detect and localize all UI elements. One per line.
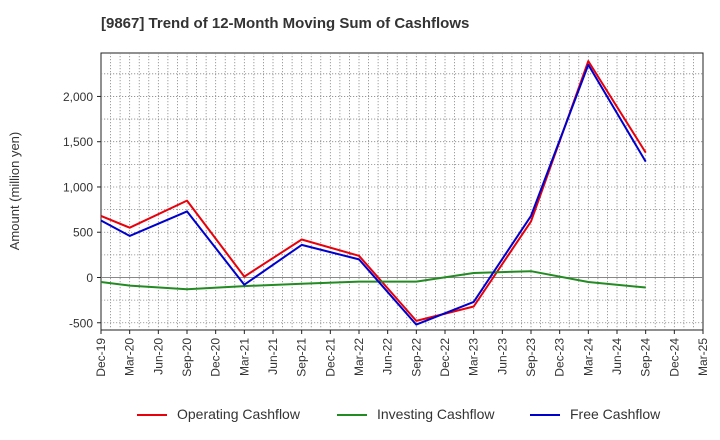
y-tick-label: 1,500 bbox=[63, 135, 93, 149]
series-line-investing-cashflow bbox=[100, 270, 646, 291]
chart-title: [9867] Trend of 12-Month Moving Sum of C… bbox=[101, 15, 470, 32]
x-tick-label: Sep-21 bbox=[295, 338, 309, 377]
y-tick-label: 1,000 bbox=[63, 180, 93, 194]
x-tick-label: Dec-24 bbox=[667, 338, 681, 377]
x-tick-label: Dec-23 bbox=[553, 338, 567, 377]
legend-label: Operating Cashflow bbox=[177, 406, 300, 422]
y-tick-label: 2,000 bbox=[63, 90, 93, 104]
x-tick-label: Mar-23 bbox=[467, 338, 481, 376]
series-line-free-cashflow bbox=[100, 63, 647, 326]
x-tick-label: Jun-21 bbox=[266, 338, 280, 375]
x-tick-label: Mar-25 bbox=[696, 338, 710, 376]
series-lines bbox=[100, 60, 647, 326]
x-tick-label: Mar-21 bbox=[237, 338, 251, 376]
legend-label: Investing Cashflow bbox=[377, 406, 495, 422]
x-tick-label: Mar-20 bbox=[123, 338, 137, 376]
y-axis-label: Amount (million yen) bbox=[7, 132, 22, 251]
chart-area: -500 0 500 1,000 1,500 2,000 Dec-19 Mar-20 Jun-2… bbox=[7, 52, 710, 377]
grid-lines bbox=[101, 53, 703, 330]
x-tick-label: Dec-20 bbox=[209, 338, 223, 377]
x-tick-label: Jun-22 bbox=[381, 338, 395, 375]
x-tick-label: Sep-23 bbox=[524, 338, 538, 377]
x-tick-label: Sep-22 bbox=[409, 338, 423, 377]
x-tick-label: Dec-22 bbox=[438, 338, 452, 377]
x-tick-label: Sep-24 bbox=[639, 338, 653, 377]
legend-swatch bbox=[530, 414, 560, 416]
legend-swatch bbox=[337, 414, 367, 416]
x-tick-label: Mar-24 bbox=[581, 338, 595, 376]
x-tick-label: Jun-24 bbox=[610, 338, 624, 375]
x-tick-label: Mar-22 bbox=[352, 338, 366, 376]
legend: Operating Cashflow Investing Cashflow Free… bbox=[0, 404, 720, 426]
y-tick-label: -500 bbox=[69, 316, 93, 330]
y-tick-label: 500 bbox=[73, 226, 93, 240]
x-tick-label: Sep-20 bbox=[180, 338, 194, 377]
x-tick-label: Jun-20 bbox=[151, 338, 165, 375]
y-tick-label: 0 bbox=[86, 271, 93, 285]
x-tick-label: Dec-19 bbox=[94, 338, 108, 377]
x-tick-label: Jun-23 bbox=[495, 338, 509, 375]
legend-label: Free Cashflow bbox=[570, 406, 661, 422]
legend-swatch bbox=[137, 414, 167, 416]
x-tick-label: Dec-21 bbox=[323, 338, 337, 377]
axis-labels: -500 0 500 1,000 1,500 2,000 Dec-19 Mar-20 Jun-2… bbox=[63, 90, 710, 377]
